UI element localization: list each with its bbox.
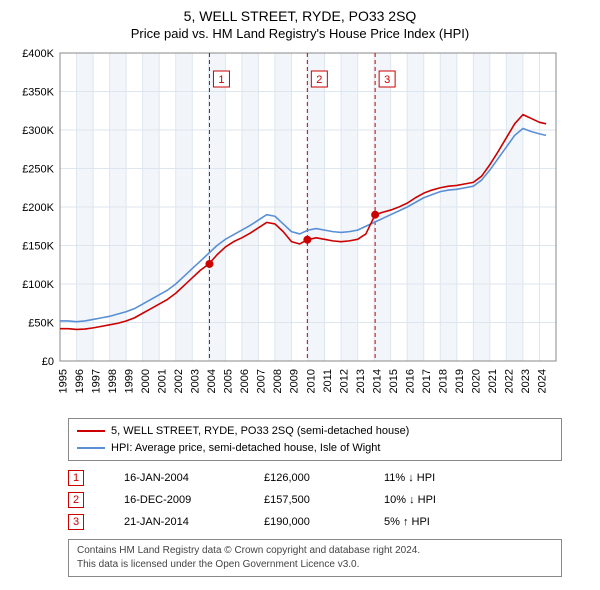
chart-plot-area: £0 £50K £100K £150K £200K £250K £300K £350K £400…: [8, 47, 592, 412]
footer-box: Contains HM Land Registry data © Crown c…: [68, 539, 562, 577]
sale-row-3: 3 21-JAN-2014 £190,000 5% ↑ HPI: [68, 511, 562, 533]
svg-text:2001: 2001: [156, 369, 168, 393]
svg-text:1996: 1996: [74, 369, 86, 393]
svg-text:£200K: £200K: [22, 202, 54, 214]
svg-text:£250K: £250K: [22, 164, 54, 176]
svg-text:2020: 2020: [471, 369, 483, 393]
chart-title: 5, WELL STREET, RYDE, PO33 2SQ: [8, 8, 592, 24]
sale-diff: 11% ↓ HPI: [384, 472, 484, 484]
svg-text:£50K: £50K: [28, 318, 54, 330]
sale-row-1: 1 16-JAN-2004 £126,000 11% ↓ HPI: [68, 467, 562, 489]
sale-marker-2: 2: [68, 492, 84, 508]
legend-swatch-property: [77, 430, 105, 432]
sale-date: 16-JAN-2004: [124, 472, 224, 484]
svg-text:2019: 2019: [454, 369, 466, 393]
svg-text:3: 3: [384, 74, 390, 86]
legend-label-property: 5, WELL STREET, RYDE, PO33 2SQ (semi-det…: [111, 423, 409, 440]
sale-date: 21-JAN-2014: [124, 516, 224, 528]
sale-marker-1: 1: [68, 470, 84, 486]
svg-text:2013: 2013: [355, 369, 367, 393]
svg-text:2021: 2021: [487, 369, 499, 393]
svg-text:2000: 2000: [140, 369, 152, 393]
legend-label-hpi: HPI: Average price, semi-detached house,…: [111, 440, 380, 457]
svg-text:2004: 2004: [206, 369, 218, 393]
svg-text:£300K: £300K: [22, 125, 54, 137]
sales-table: 1 16-JAN-2004 £126,000 11% ↓ HPI 2 16-DE…: [8, 467, 592, 533]
svg-text:1: 1: [218, 74, 224, 86]
sale-price: £157,500: [264, 494, 344, 506]
chart-container: 5, WELL STREET, RYDE, PO33 2SQ Price pai…: [0, 0, 600, 581]
sale-price: £126,000: [264, 472, 344, 484]
legend-item-hpi: HPI: Average price, semi-detached house,…: [77, 440, 553, 457]
sale-row-2: 2 16-DEC-2009 £157,500 10% ↓ HPI: [68, 489, 562, 511]
line-chart-svg: £0 £50K £100K £150K £200K £250K £300K £350K £400…: [8, 47, 568, 407]
legend-item-property: 5, WELL STREET, RYDE, PO33 2SQ (semi-det…: [77, 423, 553, 440]
sale-date: 16-DEC-2009: [124, 494, 224, 506]
svg-text:2024: 2024: [537, 369, 549, 393]
svg-text:2011: 2011: [322, 369, 334, 393]
svg-text:£0: £0: [42, 356, 54, 368]
svg-text:2006: 2006: [239, 369, 251, 393]
svg-text:2: 2: [316, 74, 322, 86]
svg-text:£350K: £350K: [22, 87, 54, 99]
svg-text:1997: 1997: [90, 369, 102, 393]
svg-text:£400K: £400K: [22, 48, 54, 60]
footer-line-2: This data is licensed under the Open Gov…: [77, 558, 553, 572]
sale-diff: 10% ↓ HPI: [384, 494, 484, 506]
legend-box: 5, WELL STREET, RYDE, PO33 2SQ (semi-det…: [68, 418, 562, 461]
svg-text:2007: 2007: [256, 369, 268, 393]
svg-text:2022: 2022: [504, 369, 516, 393]
svg-text:2003: 2003: [190, 369, 202, 393]
svg-text:2002: 2002: [173, 369, 185, 393]
chart-subtitle: Price paid vs. HM Land Registry's House …: [8, 26, 592, 41]
svg-text:2014: 2014: [371, 369, 383, 393]
svg-text:2009: 2009: [289, 369, 301, 393]
svg-text:2015: 2015: [388, 369, 400, 393]
sale-price: £190,000: [264, 516, 344, 528]
svg-text:1999: 1999: [123, 369, 135, 393]
svg-text:2023: 2023: [520, 369, 532, 393]
svg-text:2010: 2010: [305, 369, 317, 393]
footer-line-1: Contains HM Land Registry data © Crown c…: [77, 544, 553, 558]
sale-diff: 5% ↑ HPI: [384, 516, 484, 528]
sale-marker-3: 3: [68, 514, 84, 530]
svg-text:2012: 2012: [338, 369, 350, 393]
svg-text:£150K: £150K: [22, 241, 54, 253]
svg-text:1995: 1995: [57, 369, 69, 393]
svg-text:2018: 2018: [438, 369, 450, 393]
svg-text:2016: 2016: [404, 369, 416, 393]
svg-text:1998: 1998: [107, 369, 119, 393]
svg-text:£100K: £100K: [22, 279, 54, 291]
svg-text:2008: 2008: [272, 369, 284, 393]
legend-swatch-hpi: [77, 447, 105, 449]
svg-text:2005: 2005: [223, 369, 235, 393]
svg-text:2017: 2017: [421, 369, 433, 393]
